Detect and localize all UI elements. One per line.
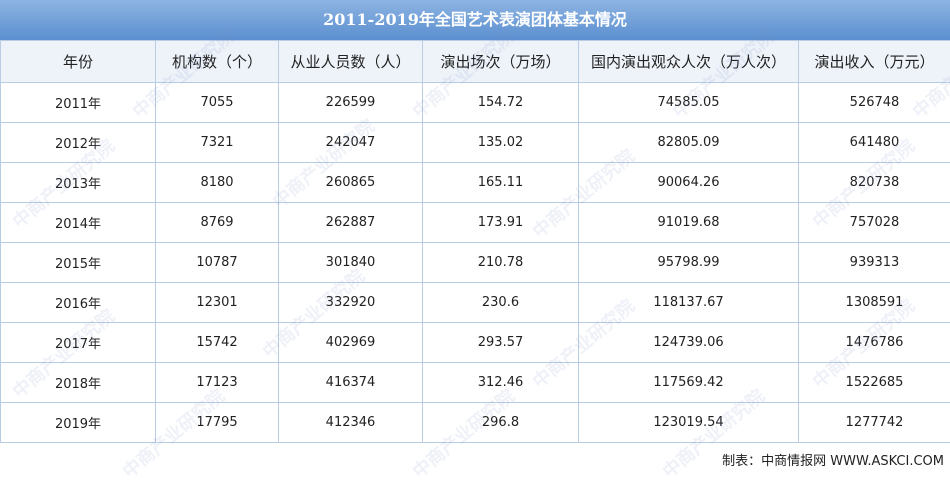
header-row: 年份机构数（个）从业人员数（人）演出场次（万场）国内演出观众人次（万人次）演出收… (1, 41, 950, 83)
cell: 2014年 (1, 203, 156, 243)
cell: 2012年 (1, 123, 156, 163)
cell: 2013年 (1, 163, 156, 203)
cell: 154.72 (423, 83, 579, 123)
cell: 2017年 (1, 323, 156, 363)
cell: 332920 (279, 283, 423, 323)
cell: 2016年 (1, 283, 156, 323)
header-cell: 国内演出观众人次（万人次） (579, 41, 799, 83)
cell: 123019.54 (579, 403, 799, 443)
cell: 939313 (799, 243, 950, 283)
cell: 262887 (279, 203, 423, 243)
header-cell: 从业人员数（人） (279, 41, 423, 83)
cell: 74585.05 (579, 83, 799, 123)
cell: 165.11 (423, 163, 579, 203)
cell: 526748 (799, 83, 950, 123)
data-table: 年份机构数（个）从业人员数（人）演出场次（万场）国内演出观众人次（万人次）演出收… (0, 40, 950, 443)
header-cell: 演出场次（万场） (423, 41, 579, 83)
cell: 412346 (279, 403, 423, 443)
cell: 1476786 (799, 323, 950, 363)
cell: 402969 (279, 323, 423, 363)
cell: 135.02 (423, 123, 579, 163)
cell: 82805.09 (579, 123, 799, 163)
cell: 416374 (279, 363, 423, 403)
cell: 17123 (156, 363, 279, 403)
cell: 15742 (156, 323, 279, 363)
footer-note: 制表：中商情报网 WWW.ASKCI.COM (722, 450, 944, 469)
cell: 242047 (279, 123, 423, 163)
cell: 230.6 (423, 283, 579, 323)
cell: 10787 (156, 243, 279, 283)
header-cell: 演出收入（万元） (799, 41, 950, 83)
cell: 1277742 (799, 403, 950, 443)
cell: 293.57 (423, 323, 579, 363)
header-cell: 机构数（个） (156, 41, 279, 83)
cell: 95798.99 (579, 243, 799, 283)
cell: 7321 (156, 123, 279, 163)
cell: 173.91 (423, 203, 579, 243)
cell: 2018年 (1, 363, 156, 403)
cell: 1522685 (799, 363, 950, 403)
cell: 117569.42 (579, 363, 799, 403)
cell: 226599 (279, 83, 423, 123)
cell: 2015年 (1, 243, 156, 283)
cell: 312.46 (423, 363, 579, 403)
cell: 301840 (279, 243, 423, 283)
cell: 2011年 (1, 83, 156, 123)
cell: 91019.68 (579, 203, 799, 243)
cell: 90064.26 (579, 163, 799, 203)
cell: 7055 (156, 83, 279, 123)
cell: 12301 (156, 283, 279, 323)
cell: 118137.67 (579, 283, 799, 323)
cell: 124739.06 (579, 323, 799, 363)
cell: 210.78 (423, 243, 579, 283)
cell: 17795 (156, 403, 279, 443)
cell: 641480 (799, 123, 950, 163)
cell: 820738 (799, 163, 950, 203)
cell: 296.8 (423, 403, 579, 443)
cell: 2019年 (1, 403, 156, 443)
cell: 260865 (279, 163, 423, 203)
cell: 8180 (156, 163, 279, 203)
cell: 757028 (799, 203, 950, 243)
cell: 8769 (156, 203, 279, 243)
table-title: 2011-2019年全国艺术表演团体基本情况 (0, 0, 950, 40)
header-cell: 年份 (1, 41, 156, 83)
cell: 1308591 (799, 283, 950, 323)
